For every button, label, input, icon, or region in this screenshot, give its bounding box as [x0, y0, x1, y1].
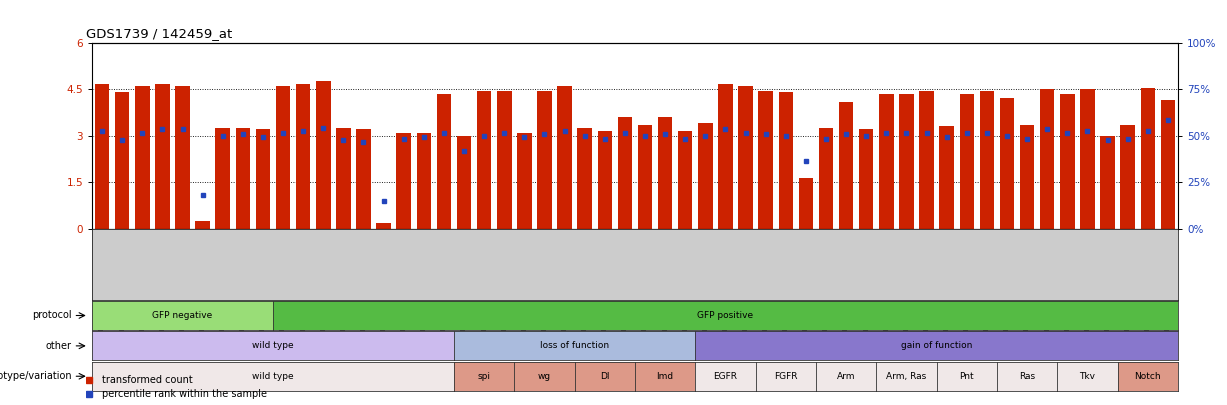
Bar: [537, 91, 552, 229]
Text: protocol: protocol: [32, 311, 71, 320]
Bar: [979, 91, 994, 229]
Bar: [718, 85, 733, 229]
Bar: [1141, 87, 1155, 229]
Bar: [1020, 125, 1034, 229]
Text: wg: wg: [537, 372, 551, 381]
Bar: [919, 91, 934, 229]
Bar: [377, 223, 391, 229]
Bar: [336, 128, 351, 229]
Bar: [497, 91, 512, 229]
Bar: [859, 130, 874, 229]
Bar: [517, 132, 531, 229]
Bar: [216, 128, 229, 229]
Text: EGFR: EGFR: [713, 372, 737, 381]
Text: Tkv: Tkv: [1080, 372, 1096, 381]
Bar: [940, 126, 953, 229]
Text: Notch: Notch: [1135, 372, 1161, 381]
Text: genotype/variation: genotype/variation: [0, 371, 71, 381]
Bar: [960, 94, 974, 229]
Text: gain of function: gain of function: [901, 341, 972, 350]
Bar: [1040, 89, 1054, 229]
Bar: [818, 128, 833, 229]
Text: GFP negative: GFP negative: [152, 311, 212, 320]
Bar: [839, 102, 853, 229]
Bar: [899, 94, 914, 229]
Bar: [758, 91, 773, 229]
Text: FGFR: FGFR: [774, 372, 798, 381]
Bar: [617, 117, 632, 229]
Bar: [799, 177, 814, 229]
Bar: [456, 136, 471, 229]
Bar: [236, 128, 250, 229]
Text: GFP positive: GFP positive: [697, 311, 753, 320]
Bar: [739, 86, 753, 229]
Bar: [1000, 98, 1015, 229]
Text: transformed count: transformed count: [102, 375, 193, 385]
Bar: [1080, 89, 1094, 229]
Bar: [578, 128, 591, 229]
Text: Imd: Imd: [656, 372, 674, 381]
Bar: [1161, 100, 1175, 229]
Bar: [115, 92, 129, 229]
Text: spi: spi: [477, 372, 491, 381]
Bar: [255, 130, 270, 229]
Bar: [94, 85, 109, 229]
Bar: [437, 94, 452, 229]
Text: loss of function: loss of function: [540, 341, 610, 350]
Bar: [679, 131, 692, 229]
Bar: [698, 123, 713, 229]
Bar: [658, 117, 672, 229]
Bar: [1060, 94, 1075, 229]
Bar: [1120, 125, 1135, 229]
Text: percentile rank within the sample: percentile rank within the sample: [102, 389, 266, 399]
Text: Ras: Ras: [1020, 372, 1036, 381]
Bar: [396, 132, 411, 229]
Bar: [195, 221, 210, 229]
Bar: [155, 85, 169, 229]
Bar: [135, 86, 150, 229]
Bar: [598, 131, 612, 229]
Text: Arm, Ras: Arm, Ras: [886, 372, 926, 381]
Bar: [779, 92, 793, 229]
Bar: [879, 94, 893, 229]
Text: Dl: Dl: [600, 372, 610, 381]
Text: GDS1739 / 142459_at: GDS1739 / 142459_at: [86, 28, 232, 40]
Bar: [175, 86, 190, 229]
Text: wild type: wild type: [253, 372, 293, 381]
Bar: [276, 86, 291, 229]
Text: wild type: wild type: [253, 341, 293, 350]
Bar: [356, 130, 371, 229]
Text: Pnt: Pnt: [960, 372, 974, 381]
Bar: [317, 81, 330, 229]
Bar: [1101, 136, 1115, 229]
Bar: [296, 85, 310, 229]
Bar: [557, 86, 572, 229]
Bar: [477, 91, 491, 229]
Text: other: other: [45, 341, 71, 351]
Text: Arm: Arm: [837, 372, 855, 381]
Bar: [638, 125, 653, 229]
Bar: [417, 132, 431, 229]
